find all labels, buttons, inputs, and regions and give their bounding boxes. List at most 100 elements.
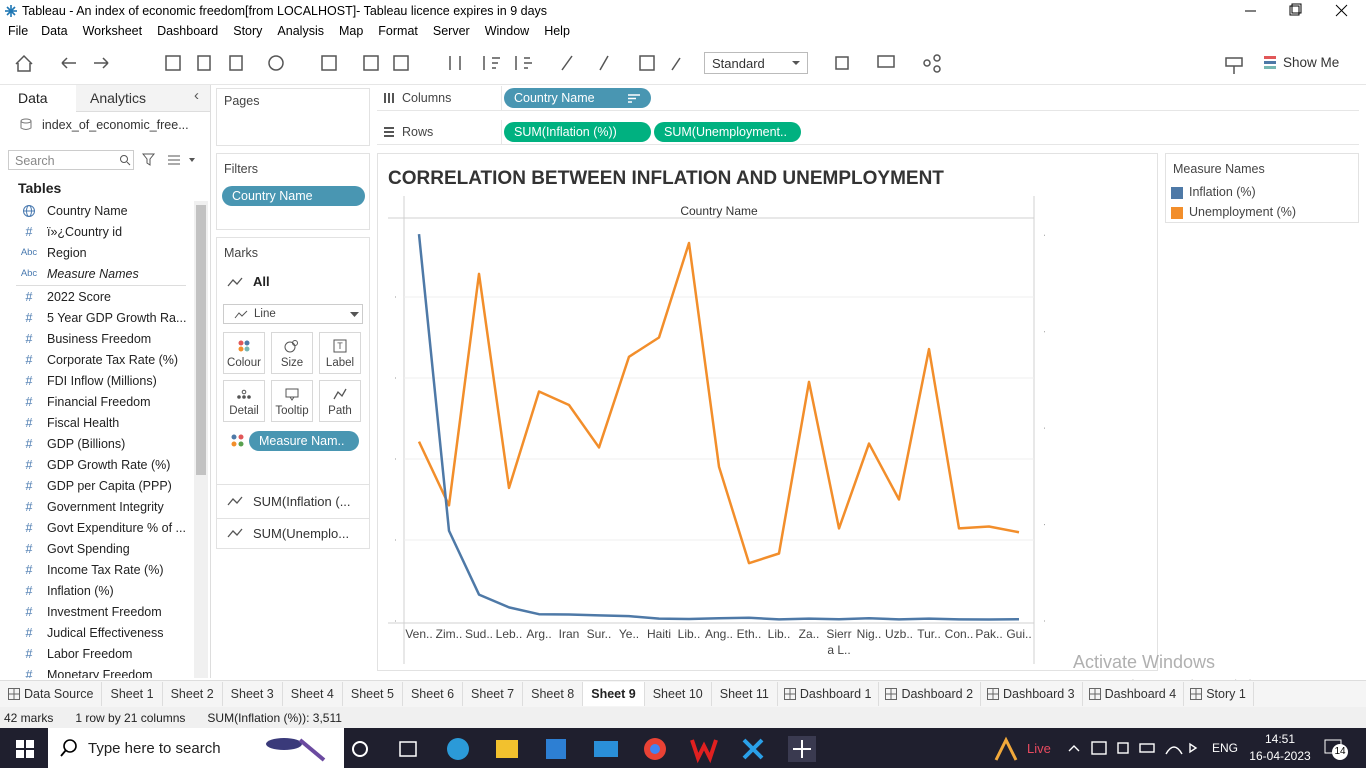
field[interactable]: Judical Effectiveness [47, 626, 164, 640]
field[interactable]: GDP per Capita (PPP) [47, 479, 172, 493]
field[interactable]: Region [47, 246, 87, 260]
clock-time[interactable]: 14:51 [1264, 732, 1296, 746]
sheet-tab[interactable]: Sheet 6 [403, 682, 464, 706]
field[interactable]: Govt Spending [47, 542, 130, 556]
field[interactable]: Government Integrity [47, 500, 164, 514]
scroll-thumb[interactable] [196, 205, 206, 475]
legend-label[interactable]: Inflation (%) [1189, 185, 1256, 199]
tray-icons[interactable] [1066, 738, 1202, 758]
menu-item[interactable]: Analysis [277, 24, 324, 38]
scrollbar[interactable] [194, 201, 208, 678]
tab-icon [885, 688, 898, 700]
show-me[interactable]: Show Me [1283, 55, 1340, 70]
sheet-tab[interactable]: Sheet 3 [223, 682, 283, 706]
clock-date[interactable]: 16-04-2023 [1249, 749, 1311, 763]
pane-tools[interactable] [142, 153, 198, 167]
menu-item[interactable]: Format [378, 24, 418, 38]
field[interactable]: Business Freedom [47, 332, 152, 346]
line-icon [234, 310, 248, 319]
sheet-tab[interactable]: Sheet 7 [463, 682, 524, 706]
taskbar-apps[interactable] [350, 734, 830, 764]
window-controls[interactable] [1230, 0, 1366, 22]
measure-card[interactable]: SUM(Unemplo... [253, 526, 350, 541]
mark-button[interactable]: Tooltip [271, 380, 313, 422]
start-button[interactable] [16, 740, 34, 758]
field[interactable]: Corporate Tax Rate (%) [47, 353, 179, 367]
field[interactable]: Inflation (%) [47, 584, 114, 598]
analytics-tab[interactable]: Analytics ‹ [76, 85, 210, 112]
sheet-tab[interactable]: Sheet 2 [163, 682, 223, 706]
menu-item[interactable]: File [8, 24, 29, 38]
column-pill[interactable]: Country Name [504, 88, 651, 108]
sheet-tab[interactable]: Sheet 8 [523, 682, 584, 706]
mark-button[interactable]: Detail [223, 380, 265, 422]
sheet-tab[interactable]: Story 1 [1184, 682, 1254, 706]
x-tick-label: Zim.. [435, 627, 463, 641]
mark-type-dropdown[interactable]: Line [223, 304, 363, 324]
mark-button[interactable]: T Label [319, 332, 361, 374]
legend-label[interactable]: Unemployment (%) [1189, 205, 1296, 219]
pages-label: Pages [224, 94, 260, 108]
field[interactable]: Measure Names [47, 267, 139, 281]
field[interactable]: Income Tax Rate (%) [47, 563, 164, 577]
mark-button[interactable]: Colour [223, 332, 265, 374]
sheet-tab[interactable]: Sheet 10 [645, 682, 712, 706]
field[interactable]: Financial Freedom [47, 395, 151, 409]
field[interactable]: GDP Growth Rate (%) [47, 458, 171, 472]
field[interactable]: ï»¿Country id [47, 225, 123, 239]
field[interactable]: Labor Freedom [47, 647, 133, 661]
field[interactable]: Govt Expenditure % of ... [47, 521, 186, 535]
field[interactable]: Monetary Freedom [47, 668, 153, 678]
status-bar: 42 marks 1 row by 21 columns SUM(Inflation… [0, 707, 1366, 728]
collapse-icon[interactable]: ‹ [194, 87, 199, 104]
menu-item[interactable]: Worksheet [82, 24, 143, 38]
toolbar-icons[interactable] [0, 44, 1366, 84]
sheet-tab[interactable]: Sheet 9 [583, 682, 645, 706]
field[interactable]: 5 Year GDP Growth Ra... [47, 311, 187, 325]
field[interactable]: Investment Freedom [47, 605, 162, 619]
mark-button-label: Detail [229, 405, 259, 417]
title-bar: Tableau - An index of economic freedom[f… [0, 0, 1366, 22]
line-icon [227, 528, 243, 538]
menu-item[interactable]: Dashboard [157, 24, 219, 38]
field[interactable]: Fiscal Health [47, 416, 120, 430]
language[interactable]: ENG [1212, 741, 1239, 755]
marks-all[interactable]: All [253, 274, 270, 289]
dropdown-arrow [792, 61, 800, 65]
sheet-tab[interactable]: Dashboard 3 [981, 682, 1083, 706]
mark-button[interactable]: Path [319, 380, 361, 422]
menu-item[interactable]: Map [338, 24, 364, 38]
menu-item[interactable]: Help [544, 24, 570, 38]
sheet-tab[interactable]: Sheet 11 [712, 682, 778, 706]
mark-button-icon [284, 340, 298, 353]
mark-button[interactable]: Size [271, 332, 313, 374]
row-pill[interactable]: SUM(Inflation (%)) [504, 122, 651, 142]
colour-pill[interactable]: Measure Nam.. [249, 431, 359, 451]
row-pill[interactable]: SUM(Unemployment.. [654, 122, 801, 142]
data-tab[interactable]: Data [0, 85, 76, 113]
sheet-tab[interactable]: Dashboard 4 [1083, 682, 1185, 706]
field[interactable]: 2022 Score [47, 290, 111, 304]
field[interactable]: GDP (Billions) [47, 437, 126, 451]
datasource-name[interactable]: index_of_economic_free... [42, 118, 189, 132]
search-art [266, 738, 326, 762]
field[interactable]: Country Name [47, 204, 128, 218]
sheet-tab[interactable]: Sheet 4 [283, 682, 343, 706]
search-box[interactable]: Search [8, 150, 134, 170]
sheet-tab[interactable]: Dashboard 1 [778, 682, 880, 706]
menu-item[interactable]: Data [41, 24, 68, 38]
menu-item[interactable]: Window [484, 24, 530, 38]
sheet-tab[interactable]: Data Source [0, 682, 103, 706]
tab-icon [1088, 688, 1101, 700]
measure-card[interactable]: SUM(Inflation (... [253, 494, 351, 509]
menu-item[interactable]: Story [233, 24, 263, 38]
taskbar-search[interactable]: Type here to search [48, 728, 344, 768]
filter-pill[interactable]: Country Name [222, 186, 365, 206]
status-text: 42 marks [4, 710, 54, 725]
sheet-tab[interactable]: Sheet 5 [343, 682, 403, 706]
fit-dropdown[interactable]: Standard [704, 52, 808, 74]
menu-item[interactable]: Server [432, 24, 470, 38]
sheet-tab[interactable]: Sheet 1 [102, 682, 163, 706]
field[interactable]: FDI Inflow (Millions) [47, 374, 157, 388]
sheet-tab[interactable]: Dashboard 2 [879, 682, 982, 706]
